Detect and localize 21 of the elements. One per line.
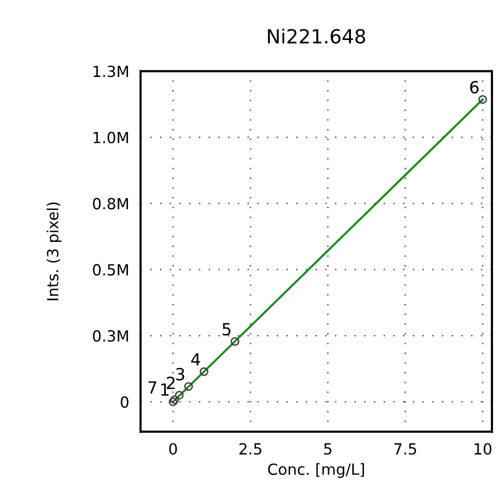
y-tick-label: 0.8M (92, 198, 128, 210)
x-tick-label: 7.5 (394, 443, 416, 455)
x-tick-label: 2.5 (239, 443, 262, 455)
y-axis-title: Ints. (3 pixel) (46, 202, 62, 300)
y-tick-label: 0 (120, 396, 128, 408)
y-tick-label: 0.5M (92, 264, 128, 276)
annotation: 2 (166, 376, 175, 389)
x-tick-label: 5 (324, 443, 332, 455)
y-tick-label: 0.3M (92, 330, 128, 342)
annotation: 7 (148, 381, 156, 394)
annotation: 3 (176, 368, 184, 380)
annotation: 5 (222, 323, 230, 336)
x-tick-label: 0 (169, 443, 177, 455)
annotation: 1 (161, 383, 168, 396)
annotation: 6 (470, 80, 479, 94)
annotation: 4 (191, 353, 200, 366)
y-tick-label: 1.3M (94, 66, 128, 78)
chart-title: Ni221.648 (268, 28, 366, 44)
x-axis-title: Conc. [mg/L] (268, 463, 364, 478)
x-tick-label: 10 (474, 443, 492, 455)
y-tick-label: 1.0M (94, 132, 128, 144)
